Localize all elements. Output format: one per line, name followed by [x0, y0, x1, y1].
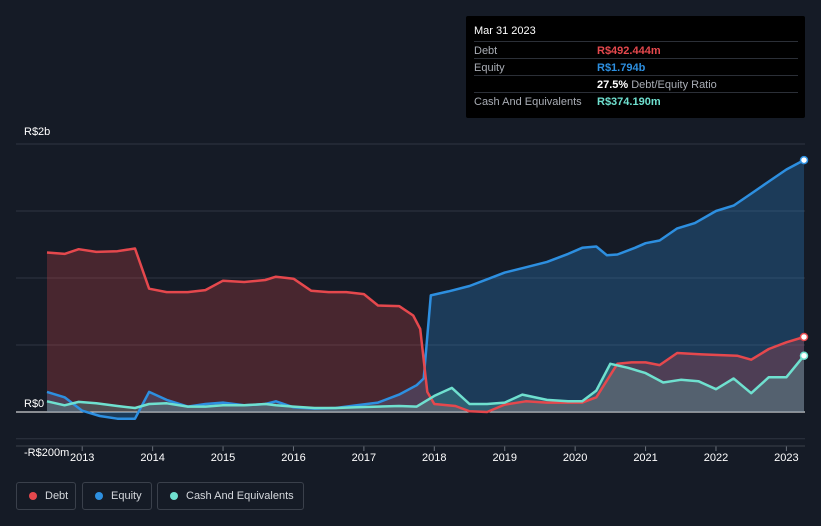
- line-equity: [46, 158, 805, 420]
- x-tick-label: 2018: [422, 452, 446, 464]
- tooltip-panel: Mar 31 2023 Debt R$492.444m Equity R$1.7…: [466, 16, 805, 118]
- y-axis-labels: R$2b R$0 -R$200m: [24, 126, 69, 459]
- legend-item-equity[interactable]: Equity: [82, 482, 152, 510]
- x-axis-ticks: 2013 2014 2015 2016 2017 2018 2019 2020 2021 2022…: [16, 445, 805, 464]
- tooltip-row-debt: Debt R$492.444m: [474, 41, 798, 59]
- legend-label-debt: Debt: [45, 490, 69, 502]
- legend-item-debt[interactable]: Debt: [16, 482, 76, 510]
- x-tick-label: 2014: [140, 452, 164, 464]
- series-lines: [46, 158, 805, 420]
- legend-item-cash[interactable]: Cash And Equivalents: [157, 482, 304, 510]
- endpoint-cash-and-equivalents: [799, 351, 809, 360]
- tooltip-value-ratio: 27.5% Debt/Equity Ratio: [597, 79, 717, 91]
- x-tick-label: 2020: [563, 452, 587, 464]
- area-equity: [47, 160, 804, 419]
- line-debt: [46, 247, 805, 414]
- y-axis-label: R$0: [24, 398, 44, 410]
- tooltip-value-equity: R$1.794b: [597, 62, 646, 74]
- x-tick-label: 2022: [704, 452, 728, 464]
- x-tick-label: 2016: [281, 452, 305, 464]
- tooltip-row-cash: Cash And Equivalents R$374.190m: [474, 92, 798, 110]
- x-tick-label: 2015: [211, 452, 235, 464]
- tooltip-value-debt: R$492.444m: [597, 45, 661, 57]
- line-cash-and-equivalents: [46, 354, 805, 410]
- x-tick-label: 2021: [633, 452, 657, 464]
- legend-dot-debt: [29, 492, 37, 500]
- series-endpoints: [799, 155, 809, 360]
- tooltip-label: Cash And Equivalents: [474, 96, 582, 108]
- ratio-sublabel: Debt/Equity Ratio: [631, 79, 717, 91]
- x-tick-label: 2017: [352, 452, 376, 464]
- legend-dot-equity: [95, 492, 103, 500]
- tooltip-value-cash: R$374.190m: [597, 96, 661, 108]
- legend-label-equity: Equity: [111, 490, 142, 502]
- y-axis-label: R$2b: [24, 126, 50, 138]
- legend-dot-cash: [170, 492, 178, 500]
- x-tick-label: 2013: [70, 452, 94, 464]
- tooltip-row-ratio: 27.5% Debt/Equity Ratio: [474, 75, 798, 93]
- tooltip-label: Equity: [474, 62, 505, 74]
- x-tick-label: 2023: [774, 452, 798, 464]
- endpoint-equity: [799, 155, 809, 165]
- legend-label-cash: Cash And Equivalents: [186, 490, 294, 502]
- tooltip-date: Mar 31 2023: [474, 25, 536, 37]
- area-debt: [47, 248, 804, 412]
- y-axis-label: -R$200m: [24, 447, 69, 459]
- tooltip-row-equity: Equity R$1.794b: [474, 58, 798, 76]
- endpoint-debt: [799, 332, 809, 342]
- tooltip-label: Debt: [474, 45, 498, 57]
- grid-lines: [16, 143, 805, 440]
- ratio-value: 27.5%: [597, 79, 629, 91]
- x-tick-label: 2019: [492, 452, 516, 464]
